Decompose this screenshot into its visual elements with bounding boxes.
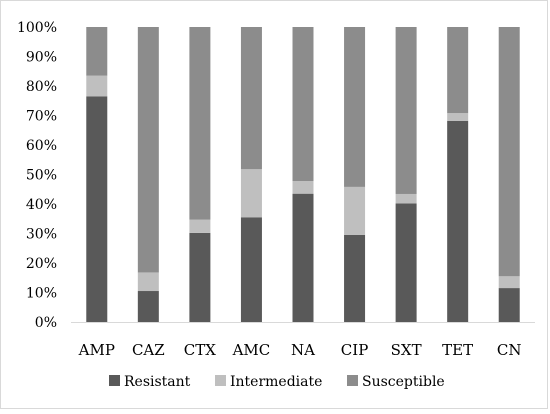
y-tick-label: 10% — [26, 286, 57, 302]
y-tick-label: 100% — [17, 20, 57, 36]
legend-label-intermediate: Intermediate — [230, 374, 322, 390]
bar-ctx-resistant — [189, 232, 211, 322]
bar-amc-intermediate — [240, 169, 262, 218]
bar-amp-resistant — [86, 96, 108, 322]
y-tick-label: 70% — [26, 109, 57, 125]
y-tick-label: 50% — [26, 168, 57, 184]
y-tick-label: 0% — [35, 315, 57, 331]
legend: Resistant Intermediate Susceptible — [109, 374, 445, 390]
bar-ctx-susceptible — [189, 27, 211, 220]
bar-na-intermediate — [292, 180, 314, 194]
bar-caz-intermediate — [137, 272, 159, 292]
x-tick-label: CTX — [184, 341, 216, 359]
x-axis: AMP CAZ CTX AMC NA CIP SXT TET CN — [71, 322, 535, 359]
bar-amc-resistant — [240, 217, 262, 322]
bar-cip-intermediate — [344, 186, 366, 235]
y-axis: 0% 10% 20% 30% 40% 50% 60% 70% 80% 90% 100% — [17, 20, 57, 331]
legend-label-resistant: Resistant — [124, 374, 191, 390]
bar-na-resistant — [292, 193, 314, 322]
bars — [86, 27, 520, 322]
y-tick-label: 20% — [26, 256, 57, 272]
x-tick-label: CAZ — [132, 341, 165, 359]
bar-cip-susceptible — [344, 27, 366, 187]
x-tick-label: TET — [442, 341, 473, 359]
bar-tet-resistant — [447, 120, 469, 322]
x-tick-label: NA — [291, 341, 315, 359]
bar-amc-susceptible — [240, 27, 262, 170]
legend-swatch-resistant — [109, 375, 120, 386]
x-tick-label: AMC — [232, 341, 271, 359]
y-tick-label: 60% — [26, 138, 57, 154]
bar-cn-intermediate — [498, 276, 520, 289]
bar-caz-resistant — [137, 291, 159, 322]
legend-swatch-susceptible — [347, 375, 358, 386]
bar-ctx-intermediate — [189, 219, 211, 233]
x-tick-label: AMP — [78, 341, 115, 359]
bar-amp-intermediate — [86, 75, 108, 97]
y-tick-label: 40% — [26, 197, 57, 213]
bar-cn-resistant — [498, 288, 520, 322]
x-tick-label: SXT — [391, 341, 422, 359]
bar-cn-susceptible — [498, 27, 520, 277]
bar-caz-susceptible — [137, 27, 159, 273]
bar-tet-intermediate — [447, 113, 469, 121]
x-tick-label: CN — [497, 341, 522, 359]
bar-cip-resistant — [344, 234, 366, 322]
bar-sxt-resistant — [395, 203, 417, 322]
bar-na-susceptible — [292, 27, 314, 181]
bar-sxt-intermediate — [395, 193, 417, 204]
legend-label-susceptible: Susceptible — [362, 374, 445, 390]
y-tick-label: 90% — [26, 50, 57, 66]
bar-amp-susceptible — [86, 27, 108, 76]
legend-swatch-intermediate — [215, 375, 226, 386]
y-tick-label: 80% — [26, 79, 57, 95]
bar-sxt-susceptible — [395, 27, 417, 194]
y-tick-label: 30% — [26, 227, 57, 243]
bar-tet-susceptible — [447, 27, 469, 114]
x-tick-label: CIP — [341, 341, 369, 359]
